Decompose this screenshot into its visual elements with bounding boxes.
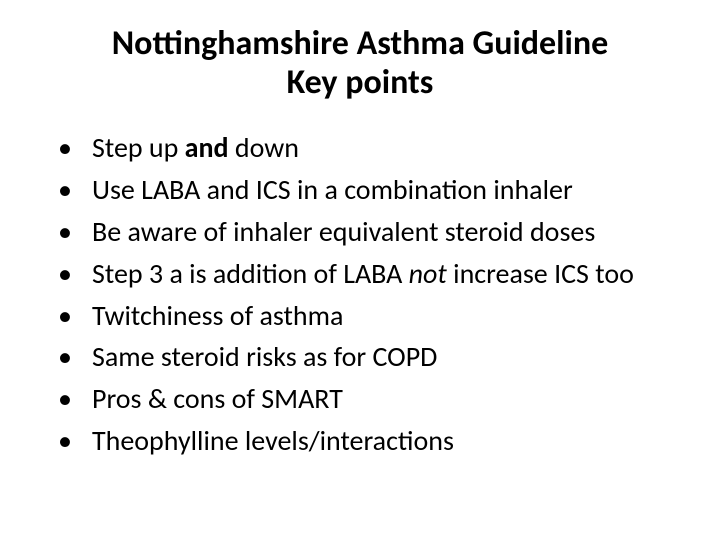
slide-title: Nottinghamshire Asthma Guideline Key poi… <box>40 24 680 102</box>
slide: Nottinghamshire Asthma Guideline Key poi… <box>0 0 720 540</box>
bullet-item: Same steroid risks as for COPD <box>58 339 680 375</box>
bullet-text-segment: Same steroid risks as for COPD <box>92 339 437 374</box>
bullet-list: Step up and down Use LABA and ICS in a co… <box>40 130 680 459</box>
bullet-item: Step up and down <box>58 130 680 166</box>
bullet-text-segment: Pros & cons of SMART <box>92 381 343 416</box>
bullet-text-segment: Twitchiness of asthma <box>92 298 343 333</box>
title-line-1: Nottinghamshire Asthma Guideline <box>40 24 680 63</box>
bullet-text-segment: down <box>229 130 299 165</box>
bullet-text-segment: Step 3 a is addition of LABA <box>92 256 409 291</box>
bullet-item: Pros & cons of SMART <box>58 381 680 417</box>
bullet-text-segment: Use LABA and ICS in a combination inhale… <box>92 172 573 207</box>
bullet-text-segment: Step up <box>92 130 185 165</box>
bullet-item: Step 3 a is addition of LABA not increas… <box>58 256 680 292</box>
bullet-text-segment: Be aware of inhaler equivalent steroid d… <box>92 214 595 249</box>
bullet-item: Theophylline levels/interactions <box>58 423 680 459</box>
title-line-2: Key points <box>40 63 680 102</box>
bullet-text-segment: not <box>409 256 447 291</box>
bullet-text-segment: Theophylline levels/interactions <box>92 423 454 458</box>
bullet-text-segment: and <box>185 130 229 165</box>
bullet-item: Twitchiness of asthma <box>58 298 680 334</box>
bullet-text-segment: increase ICS too <box>447 256 634 291</box>
bullet-item: Be aware of inhaler equivalent steroid d… <box>58 214 680 250</box>
bullet-item: Use LABA and ICS in a combination inhale… <box>58 172 680 208</box>
